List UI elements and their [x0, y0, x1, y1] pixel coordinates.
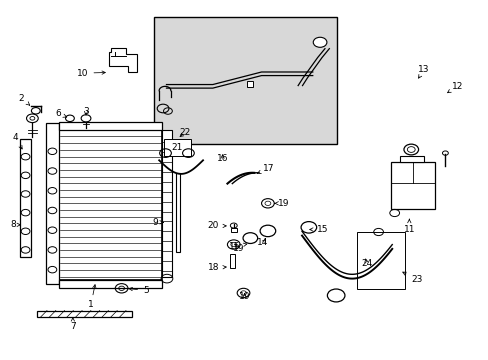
Circle shape: [327, 289, 344, 302]
Text: 15: 15: [309, 225, 327, 234]
Text: 10: 10: [77, 69, 105, 78]
Bar: [37, 311, 132, 317]
Bar: [161, 130, 172, 277]
Bar: [356, 232, 405, 289]
Text: 20: 20: [207, 221, 226, 230]
Text: 15: 15: [229, 242, 246, 251]
Text: 24: 24: [360, 259, 371, 268]
Text: 13: 13: [417, 65, 429, 78]
Text: 4: 4: [13, 133, 22, 149]
Bar: [20, 139, 31, 257]
Bar: [176, 173, 180, 252]
Bar: [390, 162, 434, 209]
Circle shape: [313, 37, 326, 47]
Text: 1: 1: [88, 285, 96, 309]
Bar: [45, 123, 59, 284]
Text: 23: 23: [402, 272, 422, 284]
Bar: [246, 81, 252, 87]
Text: 16: 16: [216, 154, 228, 163]
Bar: [59, 122, 161, 130]
Text: 6: 6: [55, 109, 66, 118]
Text: 2: 2: [19, 94, 30, 105]
Text: 5: 5: [129, 286, 148, 295]
Text: 19: 19: [232, 244, 244, 253]
Text: 17: 17: [257, 164, 274, 174]
Bar: [154, 17, 336, 144]
Bar: [399, 156, 423, 162]
Text: 9: 9: [152, 218, 163, 227]
Bar: [59, 280, 161, 288]
Text: 12: 12: [447, 82, 462, 93]
Text: 21: 21: [171, 143, 183, 152]
Text: 18: 18: [207, 264, 226, 273]
Bar: [229, 254, 234, 268]
Circle shape: [403, 144, 418, 155]
Circle shape: [30, 117, 35, 120]
Bar: [230, 228, 236, 231]
Bar: [59, 130, 161, 280]
Text: 22: 22: [179, 128, 190, 137]
Text: 8: 8: [11, 220, 20, 229]
Text: 14: 14: [257, 238, 268, 247]
Text: 11: 11: [403, 219, 414, 234]
Bar: [163, 139, 190, 156]
Text: 19: 19: [238, 292, 250, 301]
Text: 7: 7: [70, 318, 76, 331]
Text: 19: 19: [274, 199, 288, 208]
Text: 3: 3: [83, 107, 89, 116]
